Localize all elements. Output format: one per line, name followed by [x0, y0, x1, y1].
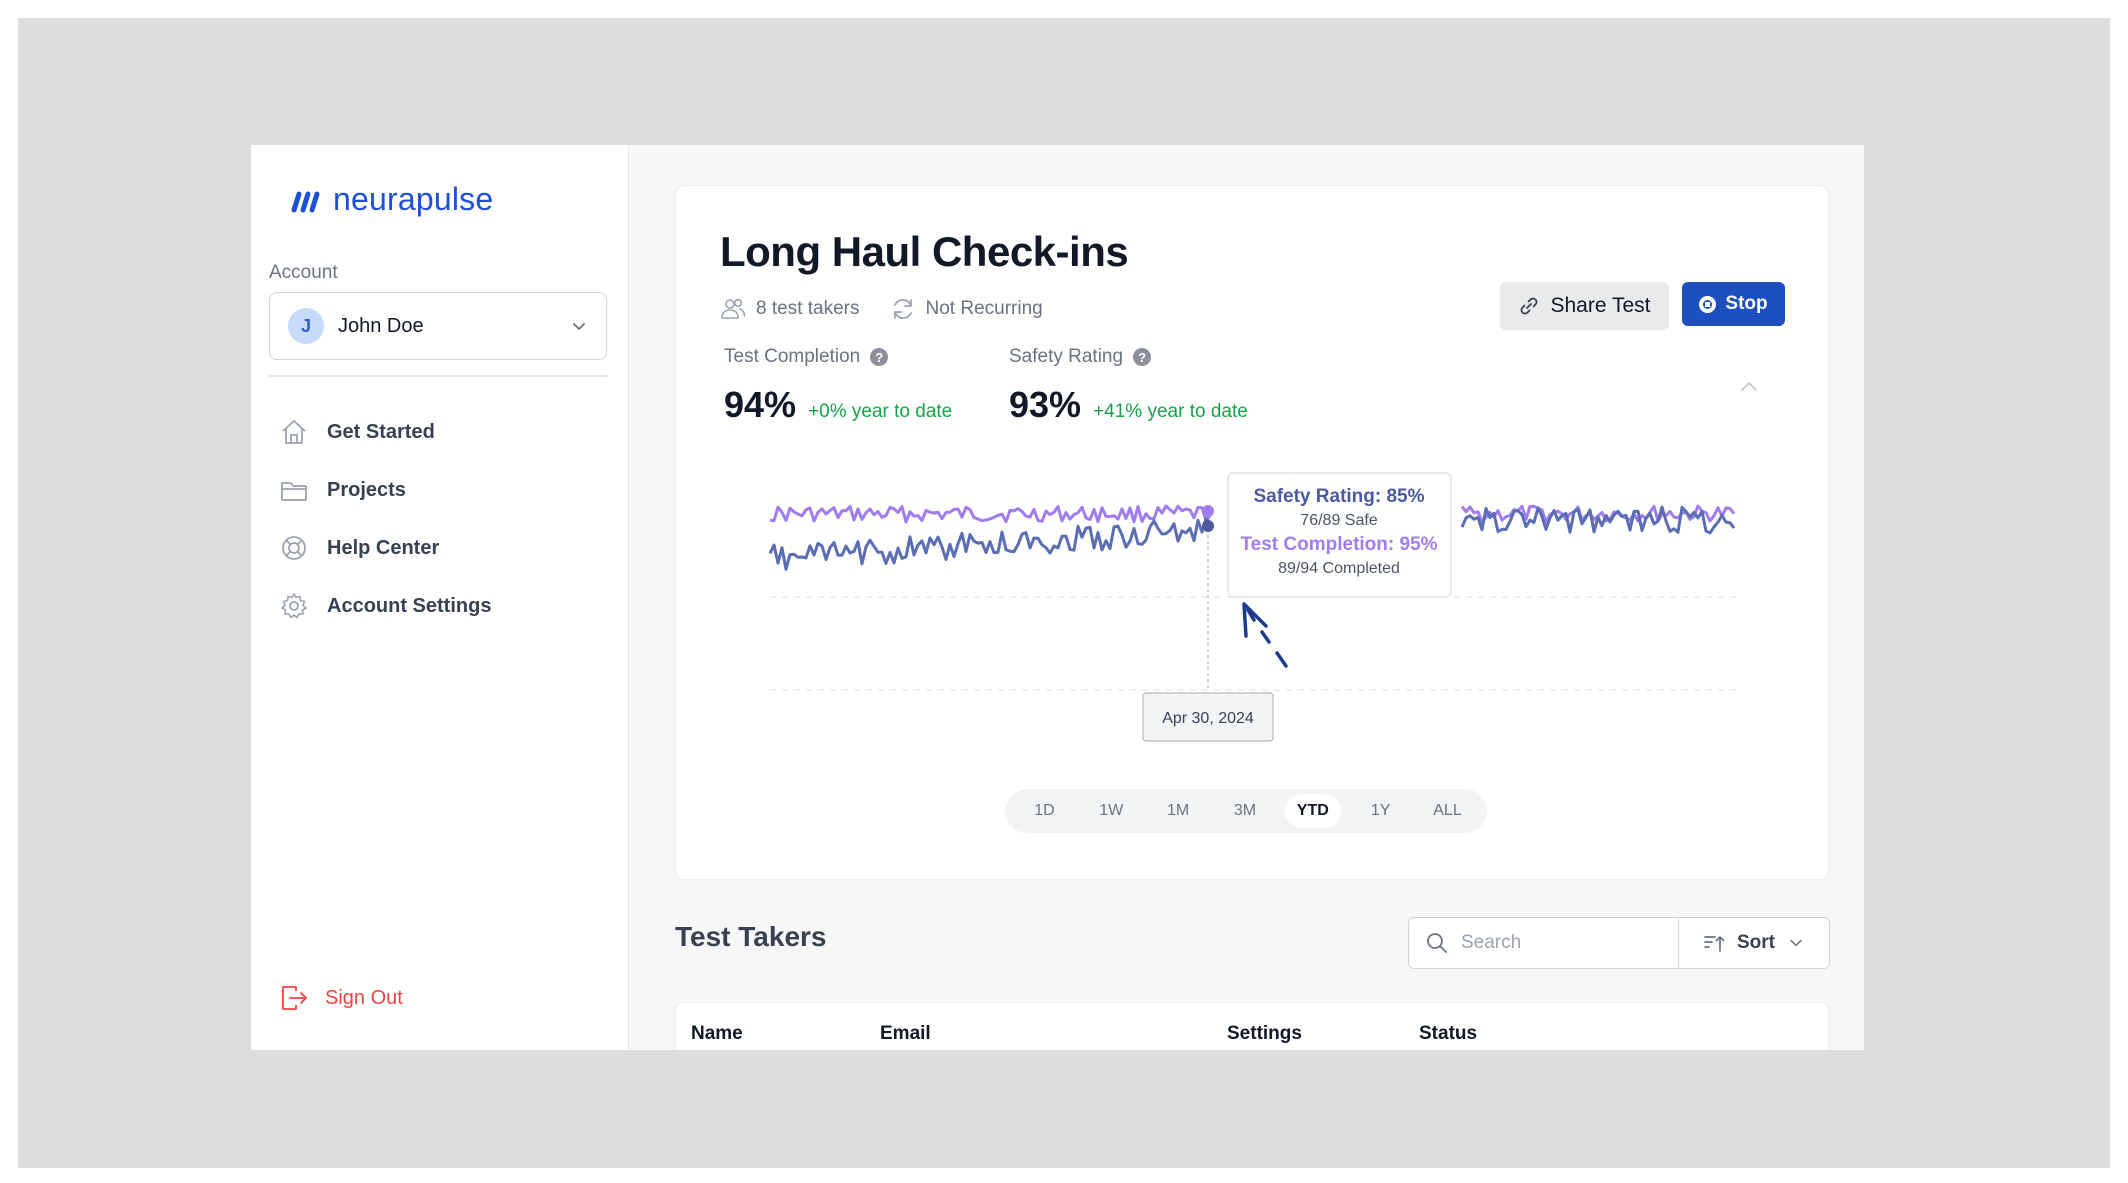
range-3m[interactable]: 3M	[1233, 802, 1257, 819]
range-ytd[interactable]: YTD	[1284, 794, 1341, 828]
sidebar-item-label: Get Started	[327, 420, 435, 443]
tooltip-completion: Test Completion: 95%	[1240, 534, 1437, 555]
chevron-down-icon	[573, 323, 585, 330]
range-1w[interactable]: 1W	[1099, 802, 1124, 819]
stat-label: Safety Rating	[1009, 346, 1124, 367]
stat-value: 93%	[1009, 384, 1082, 425]
time-range-selector: 1D 1W 1M 3M YTD 1Y ALL	[1005, 789, 1487, 833]
test-takers-count: 8 test takers	[720, 296, 860, 322]
home-icon	[282, 420, 306, 444]
sidebar-divider	[269, 375, 607, 377]
date-tooltip: Apr 30, 2024	[1142, 692, 1274, 742]
test-takers-title: Test Takers	[675, 921, 827, 952]
stat-value: 94%	[724, 384, 797, 425]
app-window: neurapulse Account J John Doe Get Starte…	[251, 145, 1864, 1050]
account-name: John Doe	[338, 314, 424, 337]
link-icon	[1521, 297, 1538, 315]
neurapulse-logo-icon	[291, 191, 320, 212]
sign-out-label: Sign Out	[325, 986, 403, 1009]
test-takers-table: Name Email Settings Status	[675, 1002, 1829, 1050]
stat-delta: +0% year to date	[808, 401, 953, 422]
hover-point-completion	[1202, 505, 1214, 517]
sidebar-item-account-settings[interactable]: Account Settings	[279, 577, 609, 635]
tooltip-completion-detail: 89/94 Completed	[1278, 560, 1400, 577]
help-icon[interactable]: ?	[870, 348, 889, 366]
search-icon	[1427, 933, 1447, 953]
sidebar-item-label: Account Settings	[327, 594, 492, 617]
range-all[interactable]: ALL	[1433, 802, 1462, 819]
search-box	[1408, 917, 1679, 969]
help-icon[interactable]: ?	[1133, 348, 1152, 366]
column-header-status[interactable]: Status	[1419, 1023, 1478, 1044]
users-icon	[721, 298, 746, 319]
folder-icon	[281, 482, 307, 501]
trend-chart[interactable]: Safety Rating: 85% 76/89 Safe Test Compl…	[676, 446, 1830, 746]
stat-test-completion: Test Completion ? 94% +0% year to date	[724, 346, 952, 426]
recurrence-label: Not Recurring	[925, 298, 1043, 319]
stat-delta: +41% year to date	[1093, 401, 1248, 422]
range-1m[interactable]: 1M	[1166, 802, 1190, 819]
test-overview-card: Long Haul Check-ins 8 test takers	[675, 185, 1829, 880]
stat-label: Test Completion	[724, 346, 861, 367]
column-header-settings[interactable]: Settings	[1227, 1023, 1302, 1044]
account-label: Account	[269, 262, 338, 283]
tooltip-safety: Safety Rating: 85%	[1253, 486, 1424, 507]
sidebar-item-get-started[interactable]: Get Started	[279, 403, 609, 461]
test-takers-label: 8 test takers	[756, 298, 860, 319]
sign-out-icon	[282, 986, 307, 1010]
sign-out-button[interactable]: Sign Out	[279, 983, 403, 1013]
sort-label: Sort	[1737, 932, 1775, 953]
lifebuoy-icon	[282, 536, 306, 560]
refresh-icon	[893, 298, 912, 320]
share-test-button[interactable]: Share Test	[1500, 282, 1669, 330]
annotation-arrow-icon	[1242, 602, 1288, 668]
stop-button[interactable]: Stop	[1682, 282, 1785, 326]
column-header-email[interactable]: Email	[880, 1023, 931, 1044]
sidebar-item-projects[interactable]: Projects	[279, 461, 609, 519]
account-select[interactable]: J John Doe	[269, 292, 607, 360]
chart-tooltip: Safety Rating: 85% 76/89 Safe Test Compl…	[1227, 472, 1452, 598]
share-test-label: Share Test	[1550, 294, 1651, 317]
range-1y[interactable]: 1Y	[1370, 802, 1391, 819]
sort-icon	[1704, 936, 1725, 952]
stat-safety-rating: Safety Rating ? 93% +41% year to date	[1009, 346, 1248, 426]
avatar: J	[288, 308, 324, 344]
logo[interactable]: neurapulse	[289, 181, 493, 218]
test-meta: 8 test takers Not Recurring	[720, 296, 1043, 322]
hover-point-safety	[1202, 520, 1214, 532]
search-input[interactable]	[1461, 932, 1661, 954]
brand-name: neurapulse	[333, 181, 494, 217]
gear-icon	[281, 593, 307, 619]
range-1d[interactable]: 1D	[1034, 802, 1055, 819]
sidebar-item-help-center[interactable]: Help Center	[279, 519, 609, 577]
series-line-safety	[768, 505, 1736, 571]
sidebar: neurapulse Account J John Doe Get Starte…	[251, 145, 629, 1050]
stop-icon	[1699, 295, 1717, 313]
chevron-up-icon[interactable]	[1736, 376, 1762, 396]
sort-button[interactable]: Sort	[1678, 917, 1830, 969]
sidebar-item-label: Help Center	[327, 536, 440, 559]
recurrence-status: Not Recurring	[890, 296, 1043, 322]
tooltip-safety-detail: 76/89 Safe	[1300, 512, 1378, 529]
stop-label: Stop	[1725, 293, 1768, 314]
chevron-down-icon	[1790, 939, 1802, 947]
sidebar-item-label: Projects	[327, 478, 406, 501]
column-header-name[interactable]: Name	[691, 1023, 743, 1044]
sidebar-nav: Get Started Projects Help Center	[279, 403, 609, 635]
page-title: Long Haul Check-ins	[720, 228, 1129, 275]
tooltip-date: Apr 30, 2024	[1162, 710, 1254, 727]
